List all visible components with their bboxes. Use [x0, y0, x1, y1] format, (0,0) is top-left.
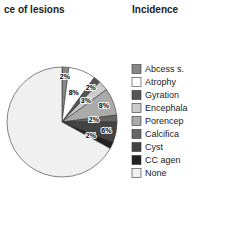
- legend-label: Encephala: [145, 103, 188, 113]
- data-labels: 2%8%2%3%8%2%6%2%: [60, 73, 112, 139]
- data-label: 6%: [101, 127, 112, 134]
- legend-label: Porencep: [145, 116, 184, 126]
- legend-item: Porencep: [132, 116, 184, 126]
- data-label: 8%: [99, 102, 110, 109]
- data-label: 8%: [69, 89, 80, 96]
- data-label: 2%: [86, 84, 97, 91]
- legend-label: Atrophy: [145, 77, 177, 87]
- legend-label: Abcess s.: [145, 64, 184, 74]
- legend-swatch: [132, 169, 141, 178]
- legend-label: None: [145, 168, 167, 178]
- legend: Abcess s. Atrophy Gyration Encephala Porence…: [132, 64, 188, 178]
- legend-swatch: [132, 78, 141, 87]
- legend-label: Calcifica: [145, 129, 179, 139]
- legend-item: Calcifica: [132, 129, 179, 139]
- pie-slice: [7, 67, 110, 177]
- legend-swatch: [132, 130, 141, 139]
- legend-item: Cyst: [132, 142, 163, 152]
- subtitle: Incidence: [132, 4, 179, 15]
- chart-container: ce of lesionsIncidence2%8%2%3%8%2%6%2%Ab…: [0, 0, 225, 225]
- data-label: 2%: [89, 116, 100, 123]
- legend-label: Cyst: [145, 142, 163, 152]
- legend-item: CC agen: [132, 155, 181, 165]
- chart-svg: ce of lesionsIncidence2%8%2%3%8%2%6%2%Ab…: [0, 0, 225, 225]
- legend-label: CC agen: [145, 155, 181, 165]
- legend-item: None: [132, 168, 167, 178]
- legend-swatch: [132, 143, 141, 152]
- legend-item: Atrophy: [132, 77, 177, 87]
- legend-swatch: [132, 117, 141, 126]
- legend-item: Abcess s.: [132, 64, 184, 74]
- pie: [7, 67, 117, 177]
- legend-item: Gyration: [132, 90, 179, 100]
- data-label: 2%: [86, 132, 97, 139]
- legend-item: Encephala: [132, 103, 188, 113]
- legend-swatch: [132, 104, 141, 113]
- legend-swatch: [132, 91, 141, 100]
- legend-label: Gyration: [145, 90, 179, 100]
- data-label: 2%: [60, 73, 71, 80]
- title: ce of lesions: [4, 4, 65, 15]
- data-label: 3%: [81, 97, 92, 104]
- legend-swatch: [132, 65, 141, 74]
- legend-swatch: [132, 156, 141, 165]
